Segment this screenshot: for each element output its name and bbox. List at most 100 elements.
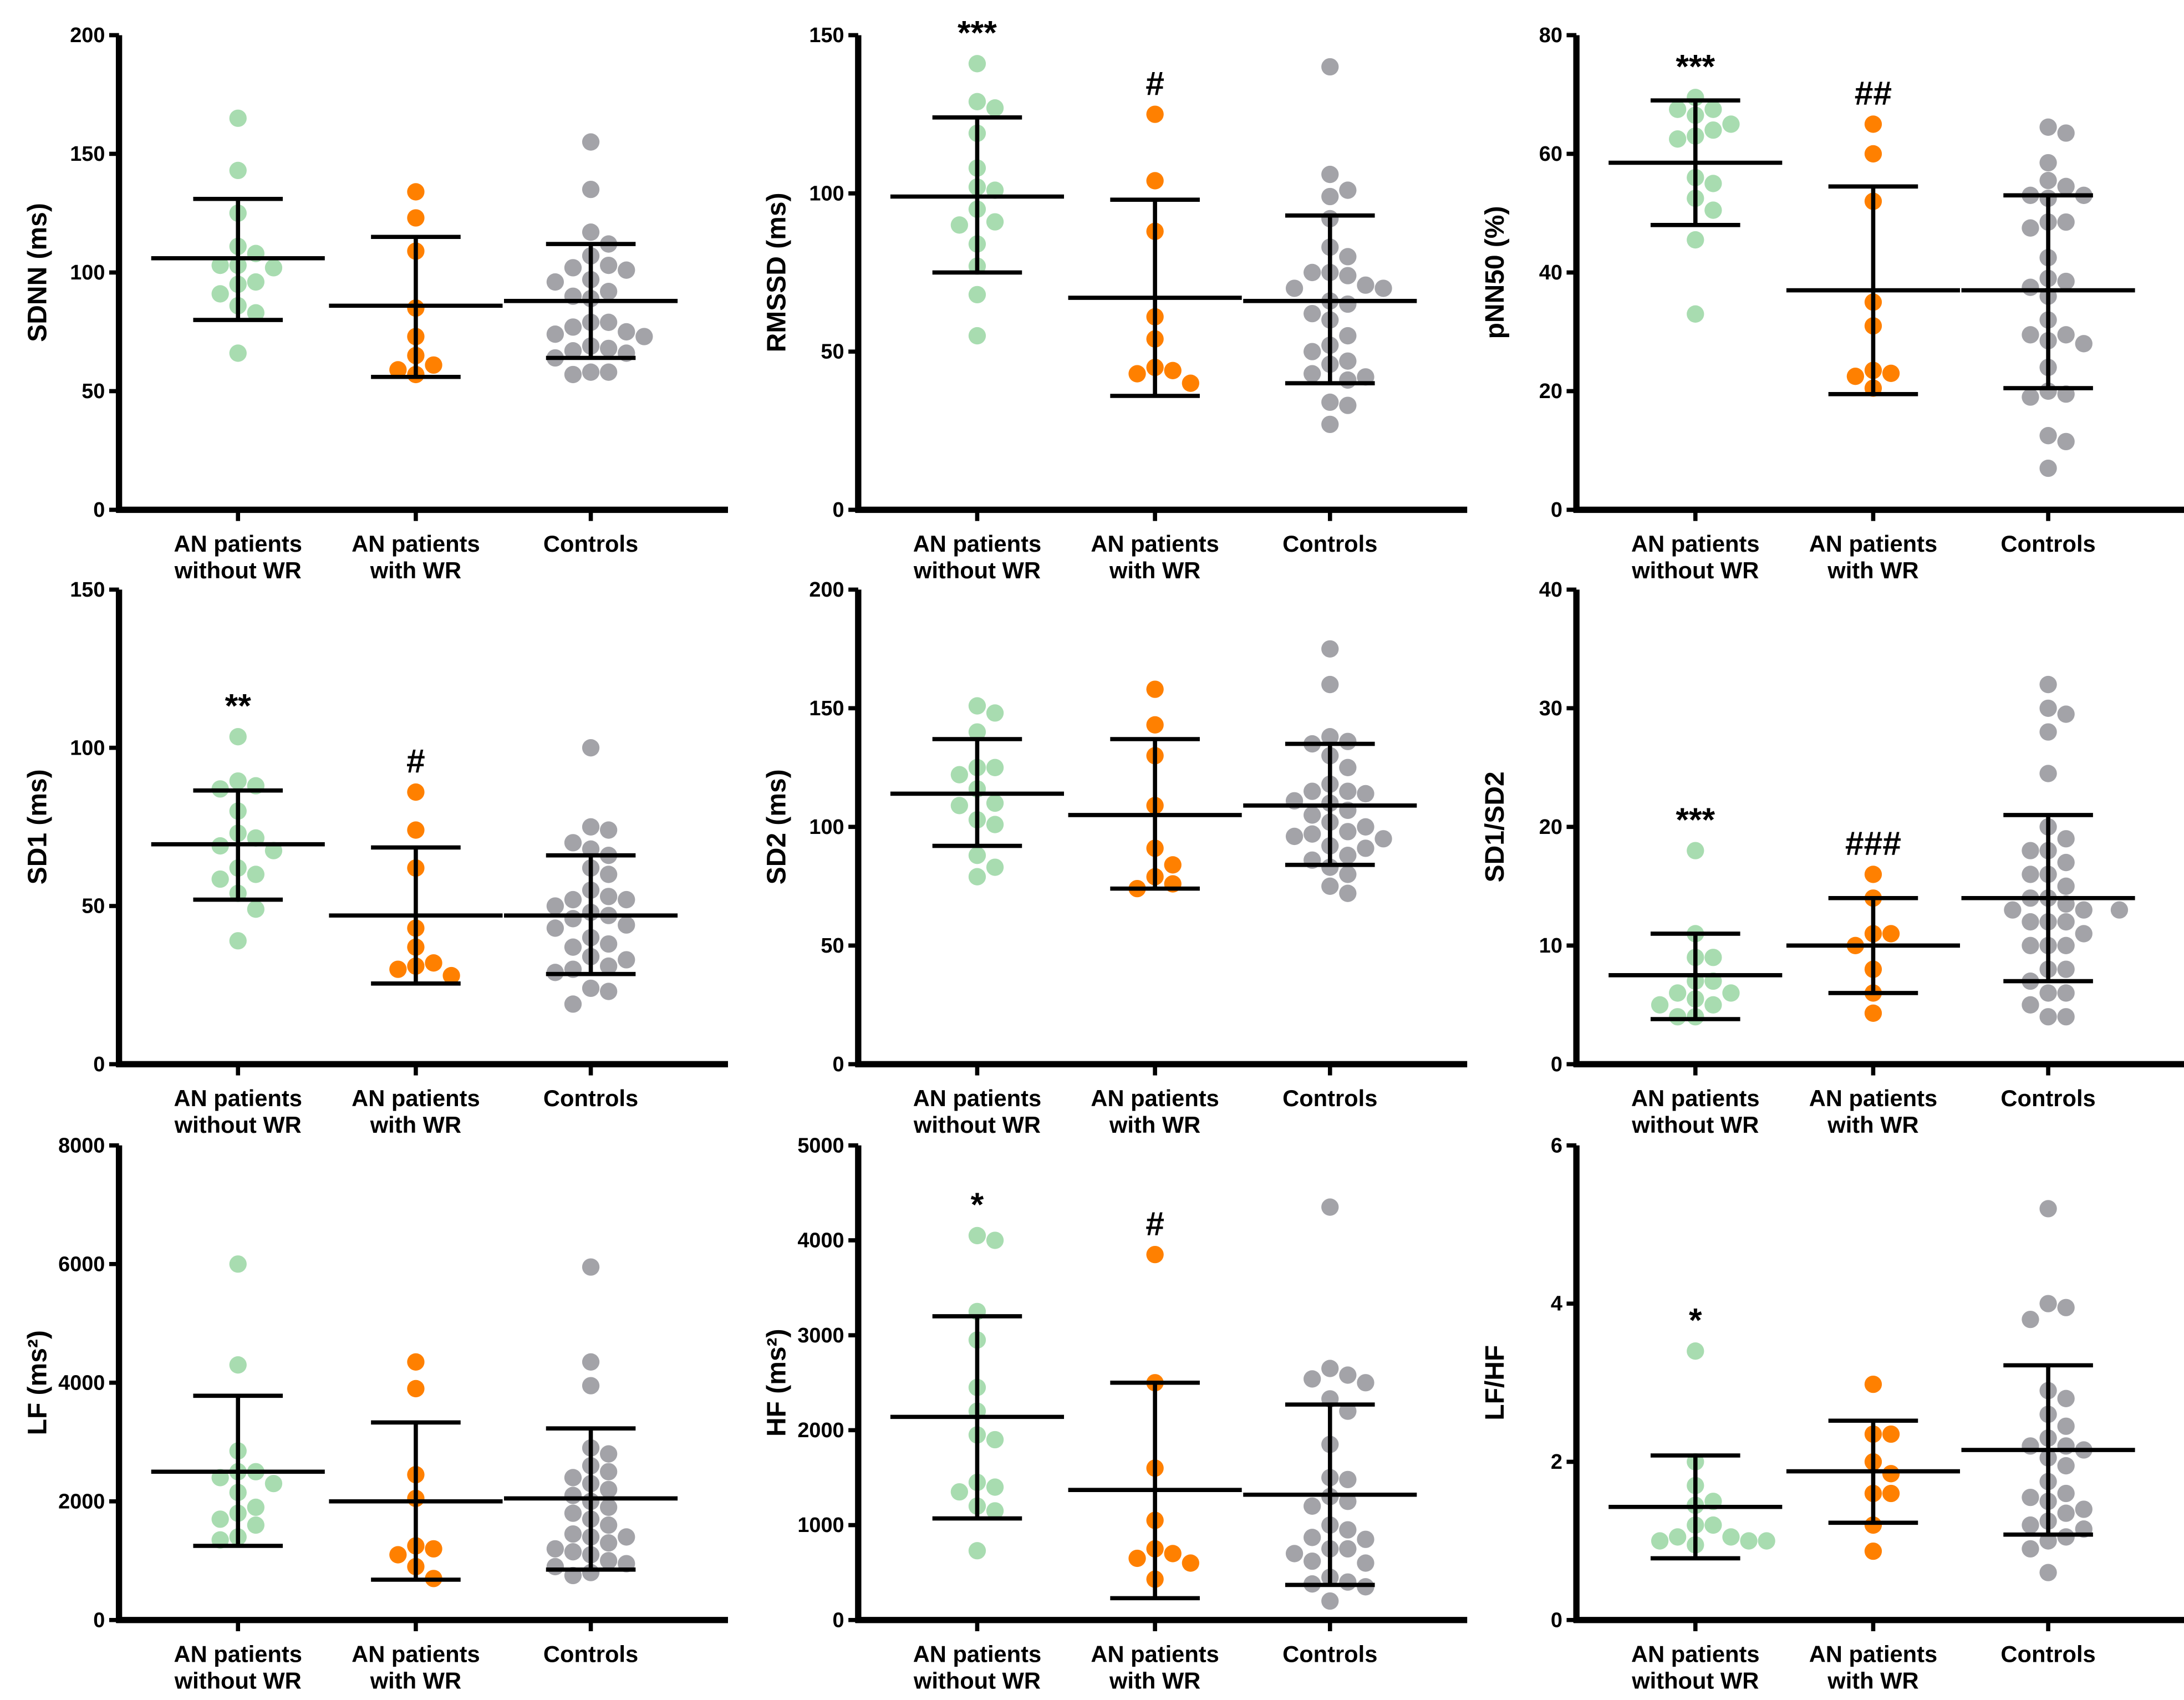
category-label-line1: AN patients bbox=[1809, 1085, 1937, 1111]
y-tick-label: 60 bbox=[1539, 142, 1562, 166]
data-point bbox=[1285, 279, 1304, 297]
data-point bbox=[1339, 732, 1357, 750]
data-point bbox=[2057, 1299, 2075, 1316]
category-label-line1: Controls bbox=[1282, 1085, 1377, 1111]
data-point bbox=[2039, 699, 2057, 717]
y-tick-label: 0 bbox=[833, 498, 844, 522]
data-point bbox=[2039, 675, 2057, 694]
data-point bbox=[2039, 1564, 2057, 1581]
category-label-line1: Controls bbox=[2000, 531, 2095, 557]
data-point bbox=[2022, 936, 2039, 954]
data-point bbox=[1304, 1552, 1321, 1570]
y-tick-label: 4000 bbox=[797, 1229, 844, 1253]
data-point bbox=[599, 1552, 618, 1570]
data-point bbox=[1339, 1493, 1357, 1510]
data-point bbox=[247, 900, 264, 918]
data-point bbox=[2057, 984, 2075, 1002]
data-point bbox=[2039, 723, 2057, 741]
data-point bbox=[1146, 105, 1164, 123]
category-label-line2: with WR bbox=[370, 1112, 461, 1138]
data-point bbox=[2057, 960, 2075, 978]
data-point bbox=[1669, 100, 1687, 118]
data-point bbox=[546, 897, 564, 915]
y-tick-label: 20 bbox=[1539, 816, 1562, 839]
data-point bbox=[1339, 1470, 1357, 1489]
data-point bbox=[1669, 1528, 1687, 1546]
data-point bbox=[2039, 171, 2057, 190]
data-point bbox=[1321, 58, 1339, 76]
data-point bbox=[1304, 365, 1321, 383]
data-point bbox=[1669, 984, 1687, 1002]
data-point bbox=[1164, 856, 1182, 874]
data-point bbox=[2057, 432, 2075, 451]
data-point bbox=[1864, 1004, 1882, 1022]
data-point bbox=[1339, 847, 1357, 864]
data-point bbox=[986, 704, 1004, 722]
category-label-line1: Controls bbox=[1282, 531, 1377, 557]
data-point bbox=[1740, 1532, 1758, 1550]
data-point bbox=[229, 1255, 247, 1273]
data-point bbox=[2039, 765, 2057, 782]
data-point bbox=[582, 1353, 600, 1371]
data-point bbox=[564, 1525, 582, 1543]
data-point bbox=[1339, 866, 1357, 883]
data-point bbox=[2022, 1540, 2039, 1558]
data-point bbox=[1182, 374, 1199, 392]
data-point bbox=[2039, 459, 2057, 477]
data-point bbox=[599, 283, 618, 301]
data-point bbox=[2075, 1500, 2093, 1518]
category-label-line1: AN patients bbox=[352, 1641, 480, 1667]
y-tick-label: 1000 bbox=[797, 1514, 844, 1537]
y-tick-label: 0 bbox=[1551, 1609, 1562, 1632]
data-point bbox=[1357, 1530, 1374, 1548]
category-label-line2: without WR bbox=[1631, 1112, 1759, 1138]
data-point bbox=[618, 916, 635, 934]
data-point bbox=[2057, 1484, 2075, 1503]
data-point bbox=[1687, 231, 1704, 249]
y-tick-label: 2 bbox=[1551, 1450, 1562, 1474]
category-label-line2: without WR bbox=[1631, 1667, 1759, 1693]
category-label-line1: AN patients bbox=[1631, 1641, 1759, 1667]
data-point bbox=[2022, 278, 2039, 296]
data-point bbox=[546, 919, 564, 937]
data-point bbox=[1146, 172, 1164, 190]
data-point bbox=[564, 995, 582, 1013]
significance-annotation: * bbox=[971, 1185, 984, 1223]
data-point bbox=[1304, 782, 1321, 800]
y-axis-label: LF/HF bbox=[1480, 1345, 1510, 1421]
y-tick-label: 6000 bbox=[58, 1253, 105, 1276]
data-point bbox=[986, 759, 1004, 776]
data-point bbox=[1128, 1549, 1146, 1567]
data-point bbox=[247, 1516, 264, 1534]
category-label-line1: AN patients bbox=[1091, 531, 1219, 557]
y-tick-label: 50 bbox=[82, 380, 105, 403]
data-point bbox=[564, 890, 582, 909]
data-point bbox=[968, 1542, 986, 1560]
data-point bbox=[986, 1231, 1004, 1249]
data-point bbox=[968, 327, 986, 345]
data-point bbox=[1722, 1528, 1740, 1546]
data-point bbox=[599, 1516, 618, 1534]
data-point bbox=[2039, 118, 2057, 136]
y-axis-label: LF (ms²) bbox=[23, 1330, 52, 1435]
category-label-line1: Controls bbox=[543, 1641, 638, 1667]
data-point bbox=[2057, 705, 2075, 723]
data-point bbox=[1304, 1529, 1321, 1546]
data-point bbox=[1704, 121, 1722, 139]
y-tick-label: 4000 bbox=[58, 1371, 105, 1394]
y-tick-label: 20 bbox=[1539, 380, 1562, 403]
y-axis-label: HF (ms²) bbox=[762, 1329, 792, 1437]
data-point bbox=[618, 323, 635, 341]
data-point bbox=[599, 866, 618, 883]
data-point bbox=[2057, 177, 2075, 195]
data-point bbox=[599, 313, 618, 331]
data-point bbox=[1864, 866, 1882, 883]
significance-annotation: ### bbox=[1845, 824, 1901, 862]
data-point bbox=[2039, 1008, 2057, 1026]
data-point bbox=[1357, 1374, 1374, 1392]
data-point bbox=[2075, 335, 2093, 353]
data-point bbox=[425, 356, 442, 374]
